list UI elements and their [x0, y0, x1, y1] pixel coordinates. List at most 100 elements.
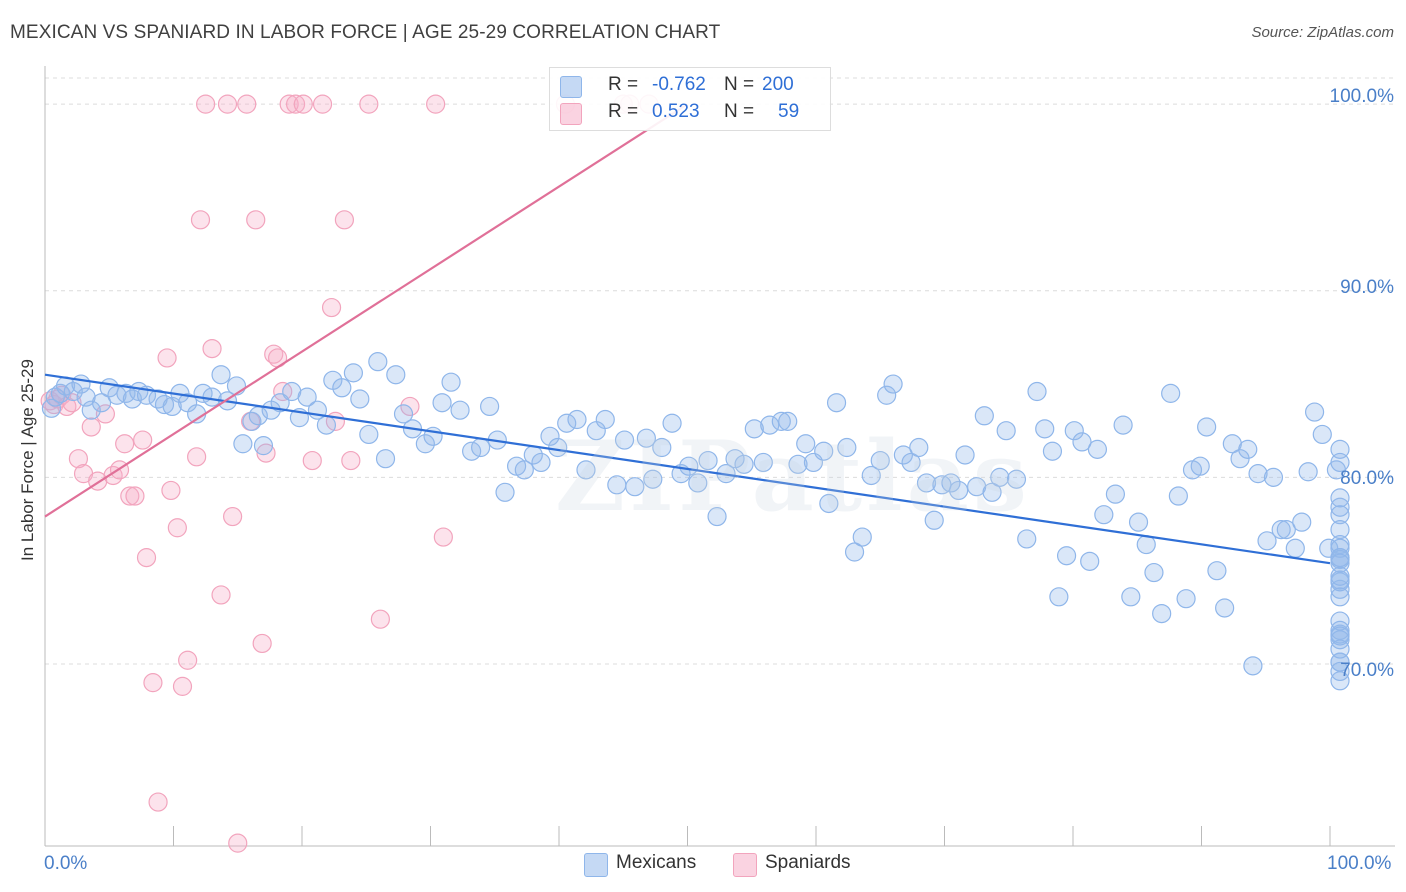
mexican-point [514, 460, 534, 480]
mexican-point [996, 421, 1016, 441]
spaniards-trend-line [44, 103, 689, 518]
mexican-point [1128, 512, 1149, 532]
spaniard-point [187, 447, 207, 467]
spaniard-point [211, 585, 231, 605]
spaniard-point [196, 94, 216, 114]
watermark: ZIPatlas [555, 420, 1031, 533]
mexican-point [1197, 417, 1217, 437]
legend-swatch-blue [560, 76, 582, 98]
spaniard-point [302, 450, 322, 471]
mexican-point [1330, 661, 1350, 682]
mexican-point [1330, 505, 1350, 525]
mexican-point [1330, 452, 1350, 473]
spaniard-point [68, 449, 89, 469]
mexican-point [636, 428, 656, 448]
axes [44, 66, 1395, 847]
mexican-point [540, 426, 560, 446]
r-value: -0.762 [652, 74, 706, 95]
mexican-point [819, 493, 839, 514]
mexican-point [576, 460, 596, 480]
mexican-point [1330, 639, 1350, 659]
mexican-point [826, 393, 847, 413]
spaniard-point [237, 94, 257, 114]
mexican-point [531, 452, 551, 473]
spaniard-point [172, 676, 193, 696]
mexican-point [480, 396, 500, 417]
spaniard-point [217, 94, 238, 114]
mexican-point [441, 372, 461, 392]
legend-swatch-pink [560, 103, 582, 125]
mexican-point [837, 437, 857, 458]
mexican-point [1144, 562, 1164, 583]
mexican-point [595, 409, 615, 430]
mexican-point [955, 445, 975, 465]
mexican-point [270, 393, 290, 413]
mexican-point [1298, 462, 1318, 482]
mexican-point [567, 409, 587, 430]
mexican-point [625, 477, 645, 497]
mexican-point [974, 406, 994, 426]
mexican-point [643, 469, 663, 489]
legend-label-spaniards: Spaniards [765, 852, 851, 873]
trend-lines [44, 103, 1331, 565]
spaniard-point [125, 486, 145, 506]
mexican-point [982, 482, 1002, 502]
mexican-point [796, 434, 816, 454]
mexican-point [844, 542, 865, 562]
r-value: 0.523 [652, 101, 700, 122]
mexican-point [233, 434, 253, 454]
mexican-point [1207, 561, 1227, 581]
mexican-point [1113, 415, 1133, 435]
mexican-point [1330, 439, 1350, 459]
mexican-point [1042, 441, 1063, 461]
mexican-point [870, 450, 890, 471]
mexican-point [771, 411, 791, 431]
mexican-point [1121, 587, 1141, 607]
spaniards-points [40, 94, 659, 853]
mexican-point [916, 473, 937, 493]
mexican-point [41, 398, 62, 418]
spaniard-point [264, 344, 284, 364]
mexican-point [1105, 484, 1126, 504]
n-label: N = [724, 101, 760, 122]
r-label: R = [608, 101, 644, 122]
mexican-point [1330, 566, 1350, 586]
spaniard-point [341, 450, 361, 471]
y-tick-label-100: 100.0% [1329, 86, 1394, 107]
mexican-point [901, 452, 921, 473]
spaniard-point [228, 833, 248, 853]
n-label: N = [724, 74, 760, 95]
spaniard-point [81, 417, 101, 437]
mexican-point [415, 434, 435, 454]
y-tick-label-90: 90.0% [1340, 277, 1394, 298]
spaniard-point [293, 94, 313, 114]
mexican-point [1215, 598, 1235, 618]
mexican-point [368, 352, 388, 372]
mexican-point [343, 363, 363, 383]
mexican-point [226, 376, 247, 396]
mexican-point [1064, 421, 1084, 441]
spaniard-point [133, 430, 153, 450]
spaniard-point [143, 673, 163, 693]
spaniard-point [136, 548, 157, 568]
mexican-point [1049, 587, 1069, 607]
mexican-point [1243, 656, 1263, 676]
mexican-point [253, 436, 274, 456]
mexicans-points [41, 352, 1350, 691]
mexican-point [386, 365, 406, 385]
mexican-point [1330, 548, 1350, 568]
mexican-point [1304, 402, 1325, 422]
mexican-point [91, 393, 112, 413]
mexican-point [688, 473, 708, 493]
mexican-point [1176, 589, 1196, 609]
spaniard-point [178, 650, 198, 670]
mexican-point [471, 437, 491, 458]
mexican-point [883, 374, 903, 394]
mexican-point [1094, 505, 1114, 525]
mexican-point [893, 445, 913, 465]
mexican-point [122, 389, 142, 409]
y-tick-label-80: 80.0% [1340, 468, 1394, 489]
source-label: Source: ZipAtlas.com [1251, 24, 1394, 41]
n-value: 200 [762, 74, 794, 95]
mexican-point [1330, 488, 1350, 508]
